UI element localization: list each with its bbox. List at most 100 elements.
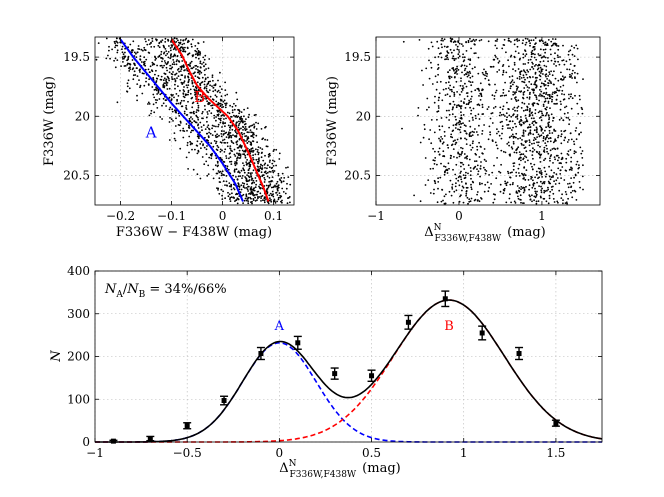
verticalized-star-point <box>548 165 550 168</box>
cmd-star-point <box>156 77 159 80</box>
cmd-star-point <box>217 123 220 126</box>
cmd-star-point <box>246 142 249 144</box>
verticalized-star-point <box>560 133 563 136</box>
verticalized-star-point <box>465 132 468 135</box>
verticalized-star-point <box>460 178 463 181</box>
verticalized-star-point <box>548 175 551 178</box>
cmd-star-point <box>187 75 189 78</box>
cmd-star-point <box>114 44 117 47</box>
verticalized-star-point <box>543 64 546 67</box>
verticalized-star-point <box>513 200 516 203</box>
cmd-star-point <box>230 115 232 118</box>
cmd-star-point <box>183 112 186 115</box>
verticalized-star-point <box>437 99 440 102</box>
cmd-star-point <box>132 78 135 81</box>
cmd-star-point <box>183 99 185 102</box>
cmd-star-point <box>249 192 251 195</box>
cmd-star-point <box>272 150 275 153</box>
cmd-star-point <box>189 111 192 114</box>
verticalized-star-point <box>559 169 562 172</box>
verticalized-star-point <box>470 40 472 43</box>
verticalized-star-point <box>576 160 579 163</box>
verticalized-star-point <box>562 44 564 47</box>
cmd-star-point <box>281 172 284 175</box>
cmd-star-point <box>195 56 197 59</box>
verticalized-star-point <box>559 100 562 103</box>
verticalized-star-point <box>461 162 463 164</box>
cmd-star-point <box>148 78 151 81</box>
verticalized-star-point <box>564 191 567 193</box>
cmd-star-point <box>190 67 193 70</box>
cmd-star-point <box>287 197 289 200</box>
cmd-star-point <box>246 174 249 177</box>
cmd-star-point <box>217 102 220 104</box>
cmd-star-point <box>254 200 257 202</box>
cmd-star-point <box>151 61 154 64</box>
verticalized-star-point <box>496 157 498 159</box>
verticalized-star-point <box>540 191 543 194</box>
verticalized-star-point <box>565 161 568 164</box>
verticalized-star-point <box>450 40 453 43</box>
verticalized-star-point <box>502 71 505 74</box>
cmd-star-point <box>227 191 229 194</box>
verticalized-star-point <box>510 115 513 118</box>
verticalized-star-point <box>487 40 490 43</box>
verticalized-star-point <box>582 164 584 167</box>
cmd-star-point <box>178 124 181 127</box>
cmd-star-point <box>252 154 255 157</box>
cmd-star-point <box>252 158 255 161</box>
verticalized-star-point <box>465 194 467 197</box>
verticalized-star-point <box>524 63 526 65</box>
verticalized-star-point <box>567 139 570 141</box>
cmd-star-point <box>155 101 158 104</box>
cmd-star-point <box>272 186 275 189</box>
cmd-star-point <box>263 177 266 179</box>
verticalized-star-point <box>472 107 475 110</box>
verticalized-star-point <box>432 192 435 195</box>
verticalized-star-point <box>515 151 518 154</box>
cmd-star-point <box>220 188 223 191</box>
cmd-star-point <box>196 140 199 143</box>
verticalized-star-point <box>472 38 475 41</box>
verticalized-star-point <box>564 202 567 205</box>
verticalized-star-point <box>464 67 467 70</box>
cmd-star-point <box>239 144 242 147</box>
cmd-star-point <box>262 199 264 202</box>
cmd-star-point <box>268 176 271 179</box>
verticalized-star-point <box>544 175 547 178</box>
verticalized-star-point <box>480 93 483 96</box>
cmd-star-point <box>143 84 146 87</box>
cmd-star-point <box>131 68 134 71</box>
verticalized-star-point <box>477 113 480 116</box>
cmd-star-point <box>221 194 224 197</box>
verticalized-star-point <box>558 189 561 192</box>
cmd-star-point <box>232 187 235 190</box>
cmd-star-point <box>205 68 208 70</box>
cmd-star-point <box>215 172 218 175</box>
verticalized-star-point <box>522 92 525 94</box>
verticalized-star-point <box>564 169 567 172</box>
cmd-star-point <box>252 140 255 143</box>
cmd-star-point <box>247 190 250 192</box>
cmd-star-point <box>205 89 208 92</box>
verticalized-star-point <box>455 70 458 72</box>
cmd-star-point <box>163 64 166 67</box>
verticalized-star-point <box>575 151 577 154</box>
verticalized-star-point <box>436 68 439 70</box>
verticalized-star-point <box>548 118 550 121</box>
cmd-star-point <box>260 200 262 202</box>
verticalized-star-point <box>496 57 499 60</box>
cmd-star-point <box>221 130 223 133</box>
histogram-x-tick-label: 0 <box>276 446 284 460</box>
verticalized-star-point <box>523 188 526 191</box>
verticalized-star-point <box>512 168 515 171</box>
cmd-star-point <box>131 51 133 54</box>
verticalized-star-point <box>512 83 514 86</box>
cmd-star-point <box>166 69 169 72</box>
cmd-star-point <box>230 183 233 186</box>
cmd-star-point <box>276 185 278 188</box>
verticalized-star-point <box>441 37 443 40</box>
cmd-star-point <box>210 142 213 145</box>
verticalized-star-point <box>460 152 463 155</box>
cmd-star-point <box>274 184 276 187</box>
